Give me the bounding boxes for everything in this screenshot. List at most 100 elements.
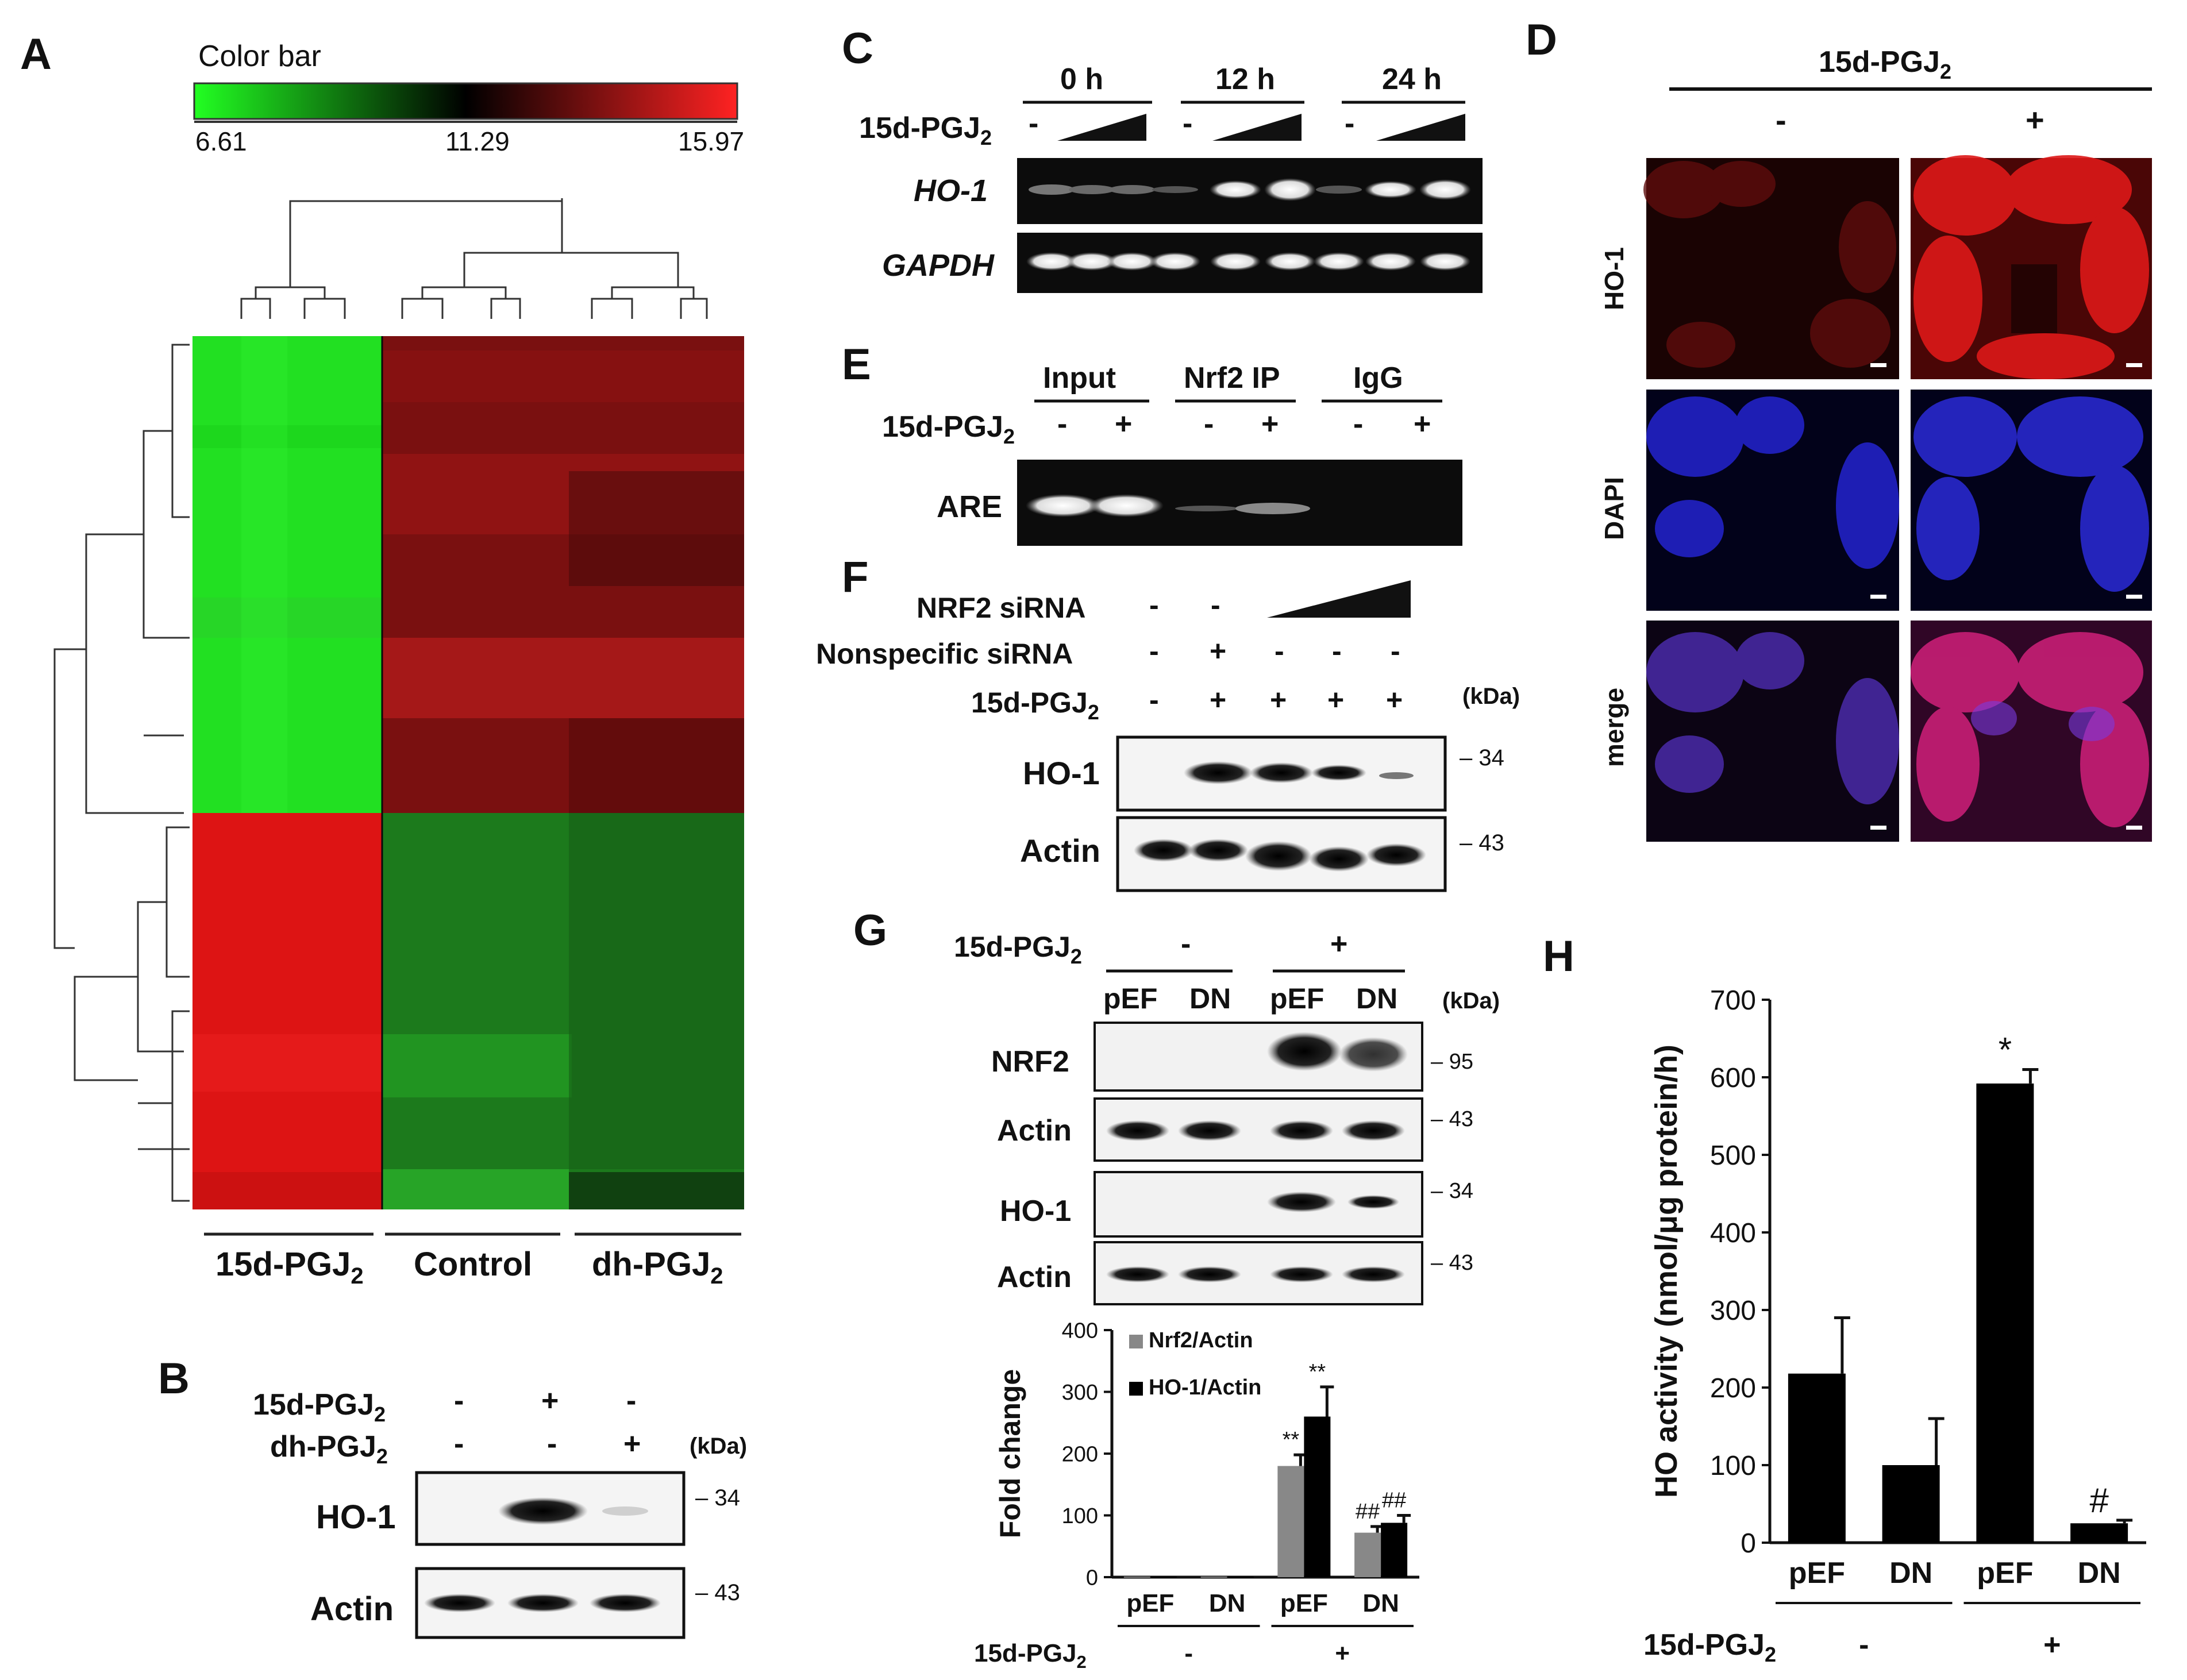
bar [2070, 1523, 2128, 1543]
c-dose-wedge [1376, 114, 1465, 141]
f-sign: - [1211, 589, 1220, 621]
e-sign: - [1353, 407, 1363, 441]
y-tick-label: 400 [1062, 1319, 1098, 1343]
bar [1227, 1576, 1254, 1578]
group-label-dh: dh-PGJ2 [592, 1246, 723, 1289]
row-dendrogram [53, 344, 190, 1202]
c-sign: - [1345, 107, 1354, 140]
significance-label: # [2089, 1481, 2109, 1520]
panel-label-c: C [842, 24, 873, 73]
bar [1277, 1466, 1304, 1577]
d-sign-minus: - [1776, 102, 1786, 138]
y-tick-label: 700 [1710, 985, 1756, 1016]
b-row-label-15d: 15d-PGJ2 [253, 1388, 386, 1426]
x-tick-label: DN [1889, 1556, 1932, 1590]
y-axis-label: HO activity (nmol/μg protein/h) [1649, 1045, 1684, 1498]
y-tick-label: 600 [1710, 1063, 1756, 1093]
y-tick-label: 0 [1741, 1528, 1756, 1559]
f-sign: + [1327, 684, 1344, 716]
g-lane-label: pEF [1270, 982, 1324, 1015]
significance-label: ## [1356, 1500, 1380, 1524]
x-tick-label: pEF [1789, 1556, 1845, 1590]
b-row-label-dh: dh-PGJ2 [270, 1430, 388, 1468]
e-sign: + [1115, 407, 1132, 441]
g-kda-43: – 43 [1431, 1107, 1473, 1131]
e-sign: - [1057, 407, 1067, 441]
x-tick-label: DN [1362, 1589, 1399, 1617]
f-sign: - [1149, 589, 1159, 621]
c-time-24h: 24 h [1382, 63, 1442, 96]
e-group-input: Input [1043, 361, 1116, 395]
y-tick-label: 300 [1062, 1381, 1098, 1405]
column-dendrogram [240, 198, 708, 319]
panel-label-g: G [853, 906, 887, 955]
c-dose-wedge [1212, 114, 1302, 141]
heatmap [192, 336, 744, 1209]
f-row-label-15d: 15d-PGJ2 [971, 687, 1099, 724]
c-gene-ho1: HO-1 [914, 174, 988, 208]
h-ho-activity-chart: 0 100 200 300 400 500 600 700 HO activity (nmol/… [1643, 985, 2146, 1666]
group-sign: + [2043, 1628, 2061, 1662]
g-lane-label: DN [1189, 982, 1231, 1015]
c-gene-gapdh: GAPDH [882, 248, 995, 283]
bar [1976, 1083, 2034, 1543]
d-treatment-label: 15d-PGJ2 [1819, 45, 1951, 83]
g-band-label-actin-1: Actin [997, 1114, 1072, 1147]
f-sign: - [1149, 684, 1159, 716]
e-band-label-are: ARE [937, 490, 1002, 524]
y-tick-label: 300 [1710, 1296, 1756, 1326]
f-band-label-actin: Actin [1020, 833, 1100, 869]
bar [1381, 1523, 1408, 1577]
g-kda-43b: – 43 [1431, 1251, 1473, 1275]
b-sign: + [541, 1384, 559, 1417]
f-kda-34: – 34 [1460, 745, 1504, 770]
colorbar-tick-mid: 11.29 [445, 126, 510, 156]
panel-label-a: A [20, 30, 52, 79]
y-tick-label: 0 [1086, 1566, 1098, 1590]
g-kda-34: – 34 [1431, 1179, 1473, 1203]
y-tick-label: 100 [1710, 1451, 1756, 1481]
c-sign: - [1029, 107, 1038, 140]
bar [1788, 1373, 1846, 1543]
x-tick-label: pEF [1280, 1589, 1328, 1617]
g-band-label-actin-2: Actin [997, 1261, 1072, 1294]
panel-c: 0 h 12 h 24 h 15d-PGJ2 - - - HO-1 GAPDH [859, 63, 1483, 293]
d-row-label-merge: merge [1599, 688, 1629, 767]
d-row-label-ho1: HO-1 [1599, 247, 1629, 310]
c-time-12h: 12 h [1215, 63, 1275, 96]
panel-b: 15d-PGJ2 dh-PGJ2 - + - - - + (kDa) HO-1 … [253, 1384, 747, 1639]
f-row-label-nonspecific: Nonspecific siRNA [816, 638, 1073, 670]
g-kda-label: (kDa) [1442, 988, 1500, 1014]
f-sign: + [1386, 684, 1403, 716]
group-label-15d: 15d-PGJ2 [215, 1246, 364, 1289]
panel-label-b: B [158, 1354, 190, 1403]
panel-label-f: F [842, 553, 868, 602]
g-treatment-label: 15d-PGJ2 [954, 931, 1082, 968]
group-sign: - [1859, 1628, 1869, 1662]
f-kda-label: (kDa) [1462, 684, 1520, 709]
b-kda-34: – 34 [695, 1485, 740, 1511]
b-sign: - [454, 1384, 464, 1417]
e-group-nrf2: Nrf2 IP [1184, 361, 1280, 395]
e-sign: + [1261, 407, 1279, 441]
f-sign: + [1210, 684, 1226, 716]
y-axis-label: Fold change [994, 1369, 1026, 1538]
y-tick-label: 200 [1710, 1373, 1756, 1404]
panel-label-e: E [842, 340, 871, 389]
g-band-label-ho1: HO-1 [1000, 1195, 1071, 1228]
x-tick-label: DN [1209, 1589, 1246, 1617]
b-sign: - [626, 1384, 636, 1417]
f-sign: - [1332, 635, 1342, 667]
x-tick-label: DN [2078, 1556, 2121, 1590]
g-fold-change-chart: 0 100 200 300 400 Fold change pEF DN ** ** pEF ## ##… [974, 1319, 1419, 1672]
x-tick-label: pEF [1126, 1589, 1174, 1617]
g-lane-label: DN [1356, 982, 1397, 1015]
g-lane-label: pEF [1103, 982, 1157, 1015]
panel-e: Input Nrf2 IP IgG 15d-PGJ2 - + - + - + A… [882, 361, 1462, 546]
x-tick-label: pEF [1977, 1556, 2033, 1590]
c-sign: - [1183, 107, 1192, 140]
b-kda-43: – 43 [695, 1580, 740, 1605]
bar [1354, 1532, 1381, 1577]
significance-label: * [1999, 1031, 2012, 1069]
